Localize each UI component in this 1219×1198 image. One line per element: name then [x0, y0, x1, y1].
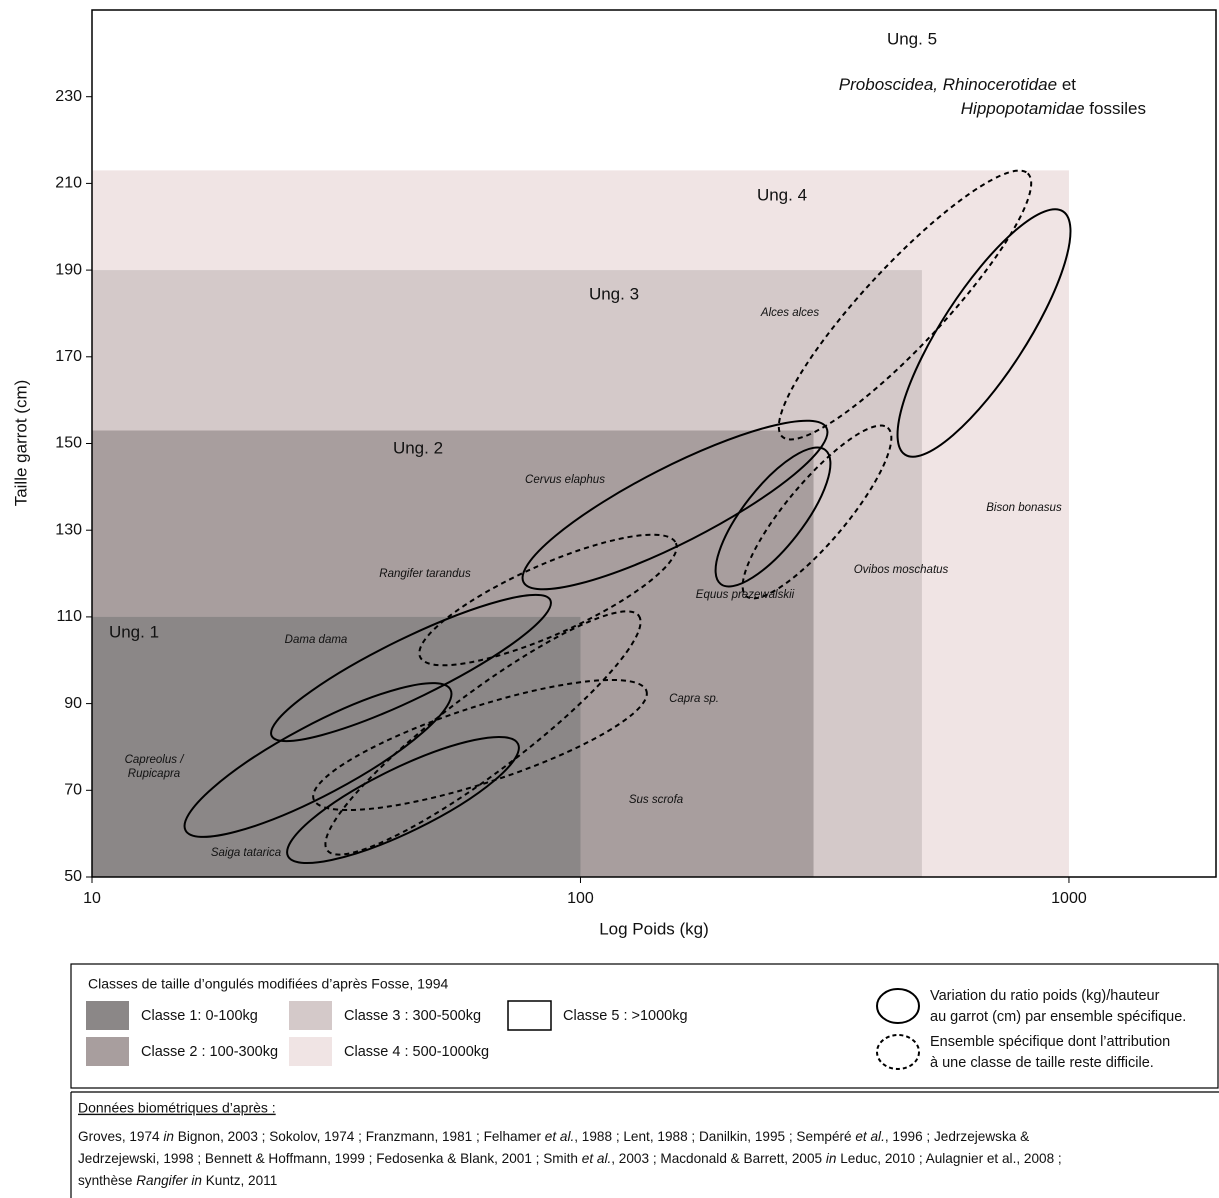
ellipse — [418, 533, 678, 667]
legend-swatch — [289, 1037, 332, 1066]
ellipse — [286, 735, 520, 865]
ellipse — [312, 678, 648, 812]
legend-label: Classe 5 : >1000kg — [563, 1008, 688, 1024]
y-tick-label: 150 — [55, 435, 82, 452]
ellipse — [521, 419, 829, 591]
legend-ellipse-dashed — [876, 1034, 920, 1070]
class-annotation: Ung. 3 — [589, 284, 639, 303]
text-segment: Leduc, 2010 ; Aulagnier et al., 2008 ; — [836, 1151, 1061, 1166]
ellipse — [741, 424, 893, 600]
legend-label: Classe 3 : 300-500kg — [344, 1008, 481, 1024]
legend-ellipse-solid — [876, 988, 920, 1024]
x-tick-label: 100 — [567, 890, 594, 907]
text-segment: synthèse — [78, 1173, 136, 1188]
text-segment: in — [163, 1129, 174, 1144]
x-tick-label: 10 — [83, 890, 101, 907]
ellipse — [324, 610, 642, 856]
ellipse-legend-label: au garrot (cm) par ensemble spécifique. — [930, 1009, 1186, 1025]
ellipse — [896, 208, 1072, 458]
class-region — [92, 616, 581, 877]
species-label: Cervus elaphus — [525, 474, 605, 486]
species-label: Dama dama — [285, 634, 348, 646]
legend-swatch — [507, 1000, 552, 1031]
legend-title: Classes de taille d’ongulés modifiées d’… — [88, 976, 449, 992]
text-segment: in — [826, 1151, 837, 1166]
y-tick-label: 90 — [64, 695, 82, 712]
dashed-ellipses — [312, 169, 1033, 856]
species-label: Capra sp. — [669, 693, 719, 705]
text-segment: et — [1057, 75, 1076, 94]
species-label: Rupicapra — [128, 768, 180, 780]
source-line: synthèse Rangifer in Kuntz, 2011 — [78, 1173, 277, 1188]
legend-box — [70, 963, 1219, 1089]
ellipse — [183, 682, 453, 838]
legend-swatch — [289, 1001, 332, 1030]
text-segment: fossiles — [1085, 99, 1146, 118]
ellipse — [714, 446, 832, 588]
text-segment: et al. — [545, 1129, 574, 1144]
text-segment: et al. — [855, 1129, 884, 1144]
y-tick-label: 190 — [55, 261, 82, 278]
text-segment: in — [191, 1173, 202, 1188]
y-tick-label: 110 — [56, 608, 82, 625]
text-segment: Bignon, 2003 ; Sokolov, 1974 ; Franzmann… — [174, 1129, 545, 1144]
text-segment: , 1988 ; Lent, 1988 ; Danilkin, 1995 ; S… — [574, 1129, 855, 1144]
text-segment: , 2003 ; Macdonald & Barrett, 2005 — [611, 1151, 826, 1166]
ellipse-legend-label: à une classe de taille reste difficile. — [930, 1055, 1154, 1071]
species-label: Alces alces — [760, 307, 819, 319]
legend-label: Classe 1: 0-100kg — [141, 1008, 258, 1024]
species-ellipses — [183, 169, 1072, 865]
class-annotation: Ung. 4 — [757, 185, 807, 204]
fossil-note: Hippopotamidae fossiles — [961, 99, 1146, 118]
species-label: Bison bonasus — [986, 502, 1062, 514]
species-label: Ovibos moschatus — [854, 564, 949, 576]
species-label: Saiga tatarica — [211, 847, 281, 859]
text-segment: , 1996 ; Jedrzejewska & — [885, 1129, 1029, 1144]
text-segment: Kuntz, 2011 — [202, 1173, 277, 1188]
sources-box — [70, 1091, 1219, 1198]
ellipse-legend-label: Variation du ratio poids (kg)/hauteur — [930, 988, 1160, 1004]
legend-label: Classe 2 : 100-300kg — [141, 1044, 278, 1060]
species-label: Rangifer tarandus — [379, 568, 471, 580]
legend-label: Classe 4 : 500-1000kg — [344, 1044, 489, 1060]
legend-swatch — [86, 1001, 129, 1030]
legend-swatch — [86, 1037, 129, 1066]
y-tick-label: 70 — [64, 782, 82, 799]
species-label: Equus prezewalskii — [696, 589, 795, 601]
ellipse — [777, 169, 1033, 441]
x-tick-label: 1000 — [1051, 890, 1087, 907]
class-annotation: Ung. 1 — [109, 622, 159, 641]
text-segment: Rangifer — [136, 1173, 188, 1188]
y-tick-label: 130 — [55, 521, 82, 538]
fossil-note: Proboscidea, Rhinocerotidae et — [839, 75, 1076, 94]
text-segment: Groves, 1974 — [78, 1129, 163, 1144]
y-tick-label: 170 — [55, 348, 82, 365]
y-tick-label: 230 — [55, 88, 82, 105]
source-line: Jedrzejewski, 1998 ; Bennett & Hoffmann,… — [78, 1151, 1062, 1166]
source-line: Groves, 1974 in Bignon, 2003 ; Sokolov, … — [78, 1129, 1029, 1144]
y-tick-label: 210 — [55, 175, 82, 192]
sources-title: Données biométriques d’après : — [78, 1100, 276, 1116]
x-axis-label: Log Poids (kg) — [599, 919, 709, 938]
y-axis-label: Taille garrot (cm) — [11, 380, 30, 507]
text-segment: et al. — [582, 1151, 611, 1166]
y-tick-label: 50 — [64, 868, 82, 885]
species-label: Capreolus / — [125, 754, 186, 766]
species-label: Sus scrofa — [629, 794, 683, 806]
text-segment: Jedrzejewski, 1998 ; Bennett & Hoffmann,… — [78, 1151, 582, 1166]
class-annotation: Ung. 5 — [887, 29, 937, 48]
class-annotation: Ung. 2 — [393, 438, 443, 457]
ellipse — [270, 593, 552, 743]
text-segment: Proboscidea, Rhinocerotidae — [839, 75, 1057, 94]
ellipse-legend-label: Ensemble spécifique dont l’attribution — [930, 1034, 1170, 1050]
regions — [92, 170, 1069, 878]
text-segment: Hippopotamidae — [961, 99, 1085, 118]
